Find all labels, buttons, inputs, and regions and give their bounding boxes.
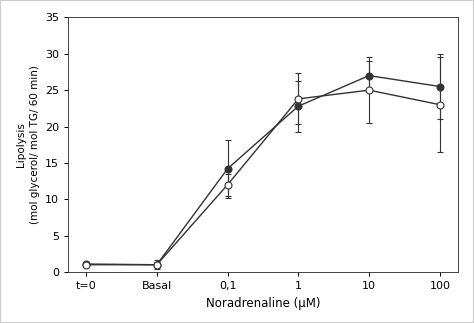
X-axis label: Noradrenaline (μM): Noradrenaline (μM): [206, 297, 320, 310]
Y-axis label: Lipolysis
(mol glycerol/ mol TG/ 60 min): Lipolysis (mol glycerol/ mol TG/ 60 min): [17, 65, 40, 224]
